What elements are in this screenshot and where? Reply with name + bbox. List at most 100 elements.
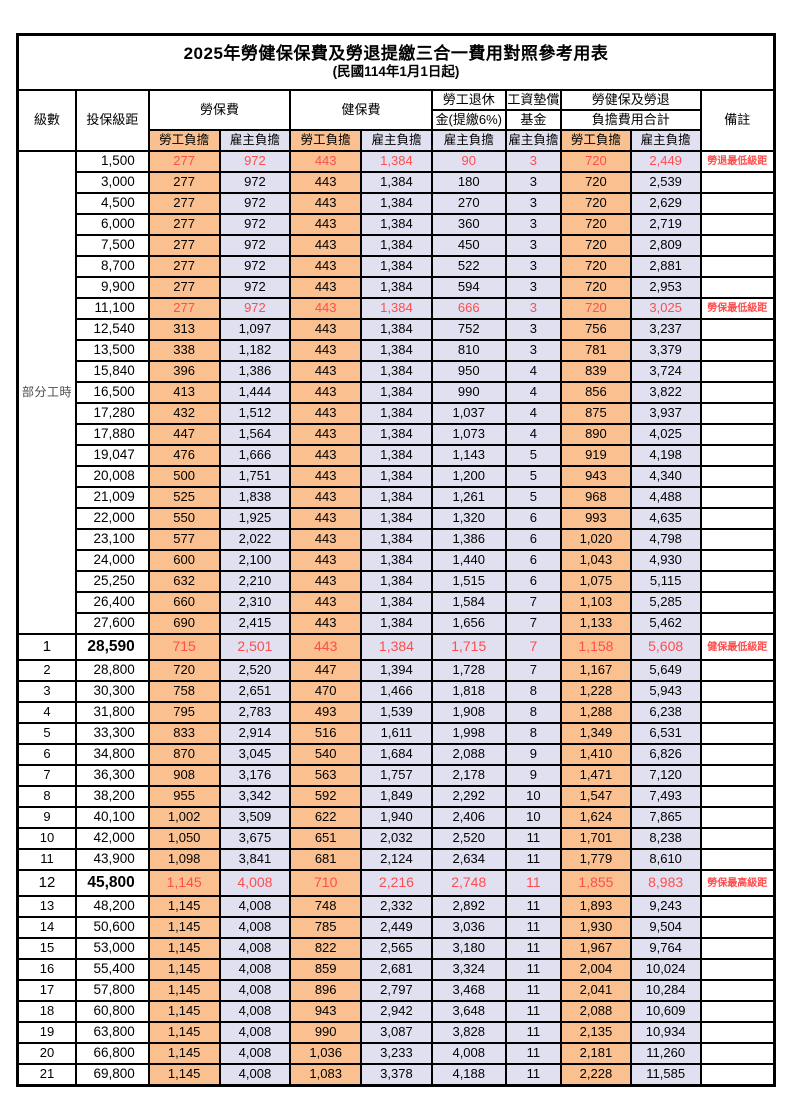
bracket-cell: 13,500 xyxy=(74,339,150,362)
table-body: 部分工時 1,500 277 972 443 1,384 90 3 720 2,449 勞退最低級距… xyxy=(16,150,776,1087)
bracket-cell: 55,400 xyxy=(74,958,150,981)
bracket-cell: 31,800 xyxy=(74,701,150,724)
value-cell: 2,651 xyxy=(218,680,292,703)
value-cell: 443 xyxy=(289,381,363,404)
level-cell: 10 xyxy=(16,827,77,850)
value-cell: 1,145 xyxy=(147,1042,221,1065)
value-cell: 1,158 xyxy=(560,633,632,661)
bracket-cell: 12,540 xyxy=(74,318,150,341)
value-cell: 1,666 xyxy=(218,444,292,467)
value-cell: 890 xyxy=(560,423,632,446)
value-cell: 919 xyxy=(560,444,632,467)
level-group-cell: 部分工時 xyxy=(16,150,77,635)
value-cell: 1,384 xyxy=(360,339,433,362)
value-cell: 2,892 xyxy=(430,895,507,918)
subheader-health-employer: 雇主負擔 xyxy=(360,129,433,152)
note-cell xyxy=(699,659,776,682)
value-cell: 413 xyxy=(147,381,221,404)
value-cell: 666 xyxy=(430,297,507,320)
value-cell: 1,145 xyxy=(147,937,221,960)
value-cell: 1,779 xyxy=(560,848,632,871)
value-cell: 7 xyxy=(504,612,563,635)
value-cell: 968 xyxy=(560,486,632,509)
value-cell: 443 xyxy=(289,402,363,425)
value-cell: 5,649 xyxy=(629,659,702,682)
value-cell: 5,462 xyxy=(629,612,702,635)
value-cell: 3 xyxy=(504,213,563,236)
value-cell: 9,764 xyxy=(629,937,702,960)
value-cell: 1,908 xyxy=(430,701,507,724)
value-cell: 720 xyxy=(560,150,632,173)
value-cell: 594 xyxy=(430,276,507,299)
value-cell: 1,849 xyxy=(360,785,433,808)
value-cell: 1,410 xyxy=(560,743,632,766)
bracket-cell: 17,280 xyxy=(74,402,150,425)
value-cell: 748 xyxy=(289,895,363,918)
header-wage-fund-line1: 工資墊償 xyxy=(504,89,563,111)
value-cell: 1,384 xyxy=(360,192,433,215)
subheader-labor-employee: 勞工負擔 xyxy=(147,129,221,152)
value-cell: 432 xyxy=(147,402,221,425)
note-cell xyxy=(699,339,776,362)
bracket-cell: 15,840 xyxy=(74,360,150,383)
value-cell: 3 xyxy=(504,339,563,362)
value-cell: 277 xyxy=(147,213,221,236)
note-cell: 勞保最高級距 xyxy=(699,869,776,897)
value-cell: 1,728 xyxy=(430,659,507,682)
value-cell: 632 xyxy=(147,570,221,593)
note-cell xyxy=(699,423,776,446)
value-cell: 908 xyxy=(147,764,221,787)
value-cell: 7,120 xyxy=(629,764,702,787)
value-cell: 1,200 xyxy=(430,465,507,488)
table-row: 17,280 432 1,512 443 1,384 1,037 4 875 3,937 xyxy=(18,402,776,425)
table-row: 2 28,800 720 2,520 447 1,394 1,728 7 1,167 5,649 xyxy=(16,659,776,682)
table-row: 12 45,800 1,145 4,008 710 2,216 2,748 11 1,855 8,… xyxy=(16,869,776,897)
value-cell: 2,449 xyxy=(629,150,702,173)
value-cell: 2,310 xyxy=(218,591,292,614)
value-cell: 2,565 xyxy=(360,937,433,960)
premium-reference-table: 2025年勞健保保費及勞退提繳三合一費用對照參考用表 (民國114年1月1日起)… xyxy=(16,33,776,1087)
table-row: 部分工時 1,500 277 972 443 1,384 90 3 720 2,449 勞退最低級距 xyxy=(16,150,776,635)
level-cell: 1 xyxy=(16,633,77,661)
bracket-cell: 40,100 xyxy=(74,806,150,829)
note-cell xyxy=(699,743,776,766)
table-row: 26,400 660 2,310 443 1,384 1,584 7 1,103 5,285 xyxy=(18,591,776,614)
value-cell: 1,466 xyxy=(360,680,433,703)
header-pension-line2: 金(提繳6%) xyxy=(430,109,507,131)
value-cell: 1,261 xyxy=(430,486,507,509)
bracket-cell: 25,250 xyxy=(74,570,150,593)
note-cell xyxy=(699,528,776,551)
value-cell: 8,610 xyxy=(629,848,702,871)
value-cell: 3,724 xyxy=(629,360,702,383)
value-cell: 2,088 xyxy=(560,1000,632,1023)
header-pension-line1: 勞工退休 xyxy=(430,89,507,111)
value-cell: 3,180 xyxy=(430,937,507,960)
value-cell: 1,384 xyxy=(360,381,433,404)
level-cell: 9 xyxy=(16,806,77,829)
table-row: 9,900 277 972 443 1,384 594 3 720 2,953 xyxy=(18,276,776,299)
note-cell xyxy=(699,612,776,635)
value-cell: 785 xyxy=(289,916,363,939)
value-cell: 1,384 xyxy=(360,360,433,383)
value-cell: 7 xyxy=(504,591,563,614)
value-cell: 1,384 xyxy=(360,234,433,257)
value-cell: 450 xyxy=(430,234,507,257)
bracket-cell: 24,000 xyxy=(74,549,150,572)
value-cell: 1,394 xyxy=(360,659,433,682)
value-cell: 3,841 xyxy=(218,848,292,871)
value-cell: 443 xyxy=(289,255,363,278)
value-cell: 1,145 xyxy=(147,958,221,981)
note-cell xyxy=(699,234,776,257)
value-cell: 2,415 xyxy=(218,612,292,635)
value-cell: 1,515 xyxy=(430,570,507,593)
value-cell: 4,008 xyxy=(218,1042,292,1065)
value-cell: 4 xyxy=(504,423,563,446)
value-cell: 2,783 xyxy=(218,701,292,724)
table-row: 17 57,800 1,145 4,008 896 2,797 3,468 11 2,041 10… xyxy=(16,979,776,1002)
level-cell: 14 xyxy=(16,916,77,939)
note-cell xyxy=(699,402,776,425)
table-row: 17,880 447 1,564 443 1,384 1,073 4 890 4,025 xyxy=(18,423,776,446)
value-cell: 720 xyxy=(147,659,221,682)
value-cell: 1,145 xyxy=(147,869,221,897)
value-cell: 3,379 xyxy=(629,339,702,362)
